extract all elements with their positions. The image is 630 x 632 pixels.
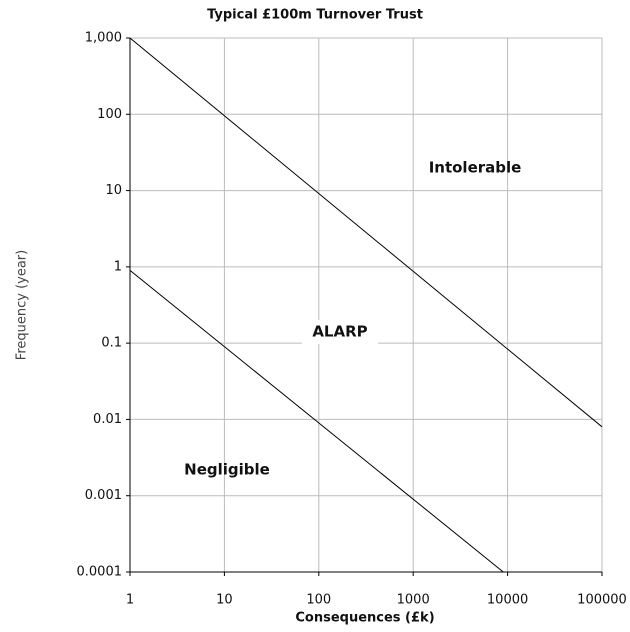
y-tick-label: 0.01 [93,412,122,427]
annotation: Intolerable [429,159,522,177]
x-tick-label: 10000 [487,593,528,608]
annotation: ALARP [312,323,367,341]
x-tick-label: 1000 [397,593,430,608]
x-tick-label: 1 [126,593,134,608]
chart-title: Typical £100m Turnover Trust [207,8,423,23]
y-tick-label: 0.0001 [77,565,123,580]
y-tick-label: 10 [105,183,122,198]
y-axis-label: Frequency (year) [15,250,30,360]
annotation: Negligible [184,461,270,479]
line [129,37,603,428]
line [129,269,504,573]
x-tick-label: 10 [216,593,233,608]
y-tick-label: 0.1 [101,336,122,351]
x-tick-label: 100 [306,593,331,608]
y-tick-label: 0.001 [85,488,122,503]
y-tick-label: 1,000 [85,31,122,46]
y-tick-label: 1 [114,259,122,274]
y-tick-label: 100 [97,107,122,122]
annotation-bg [302,320,378,344]
x-tick-label: 100000 [577,593,627,608]
x-axis-label: Consequences (£k) [295,611,434,626]
